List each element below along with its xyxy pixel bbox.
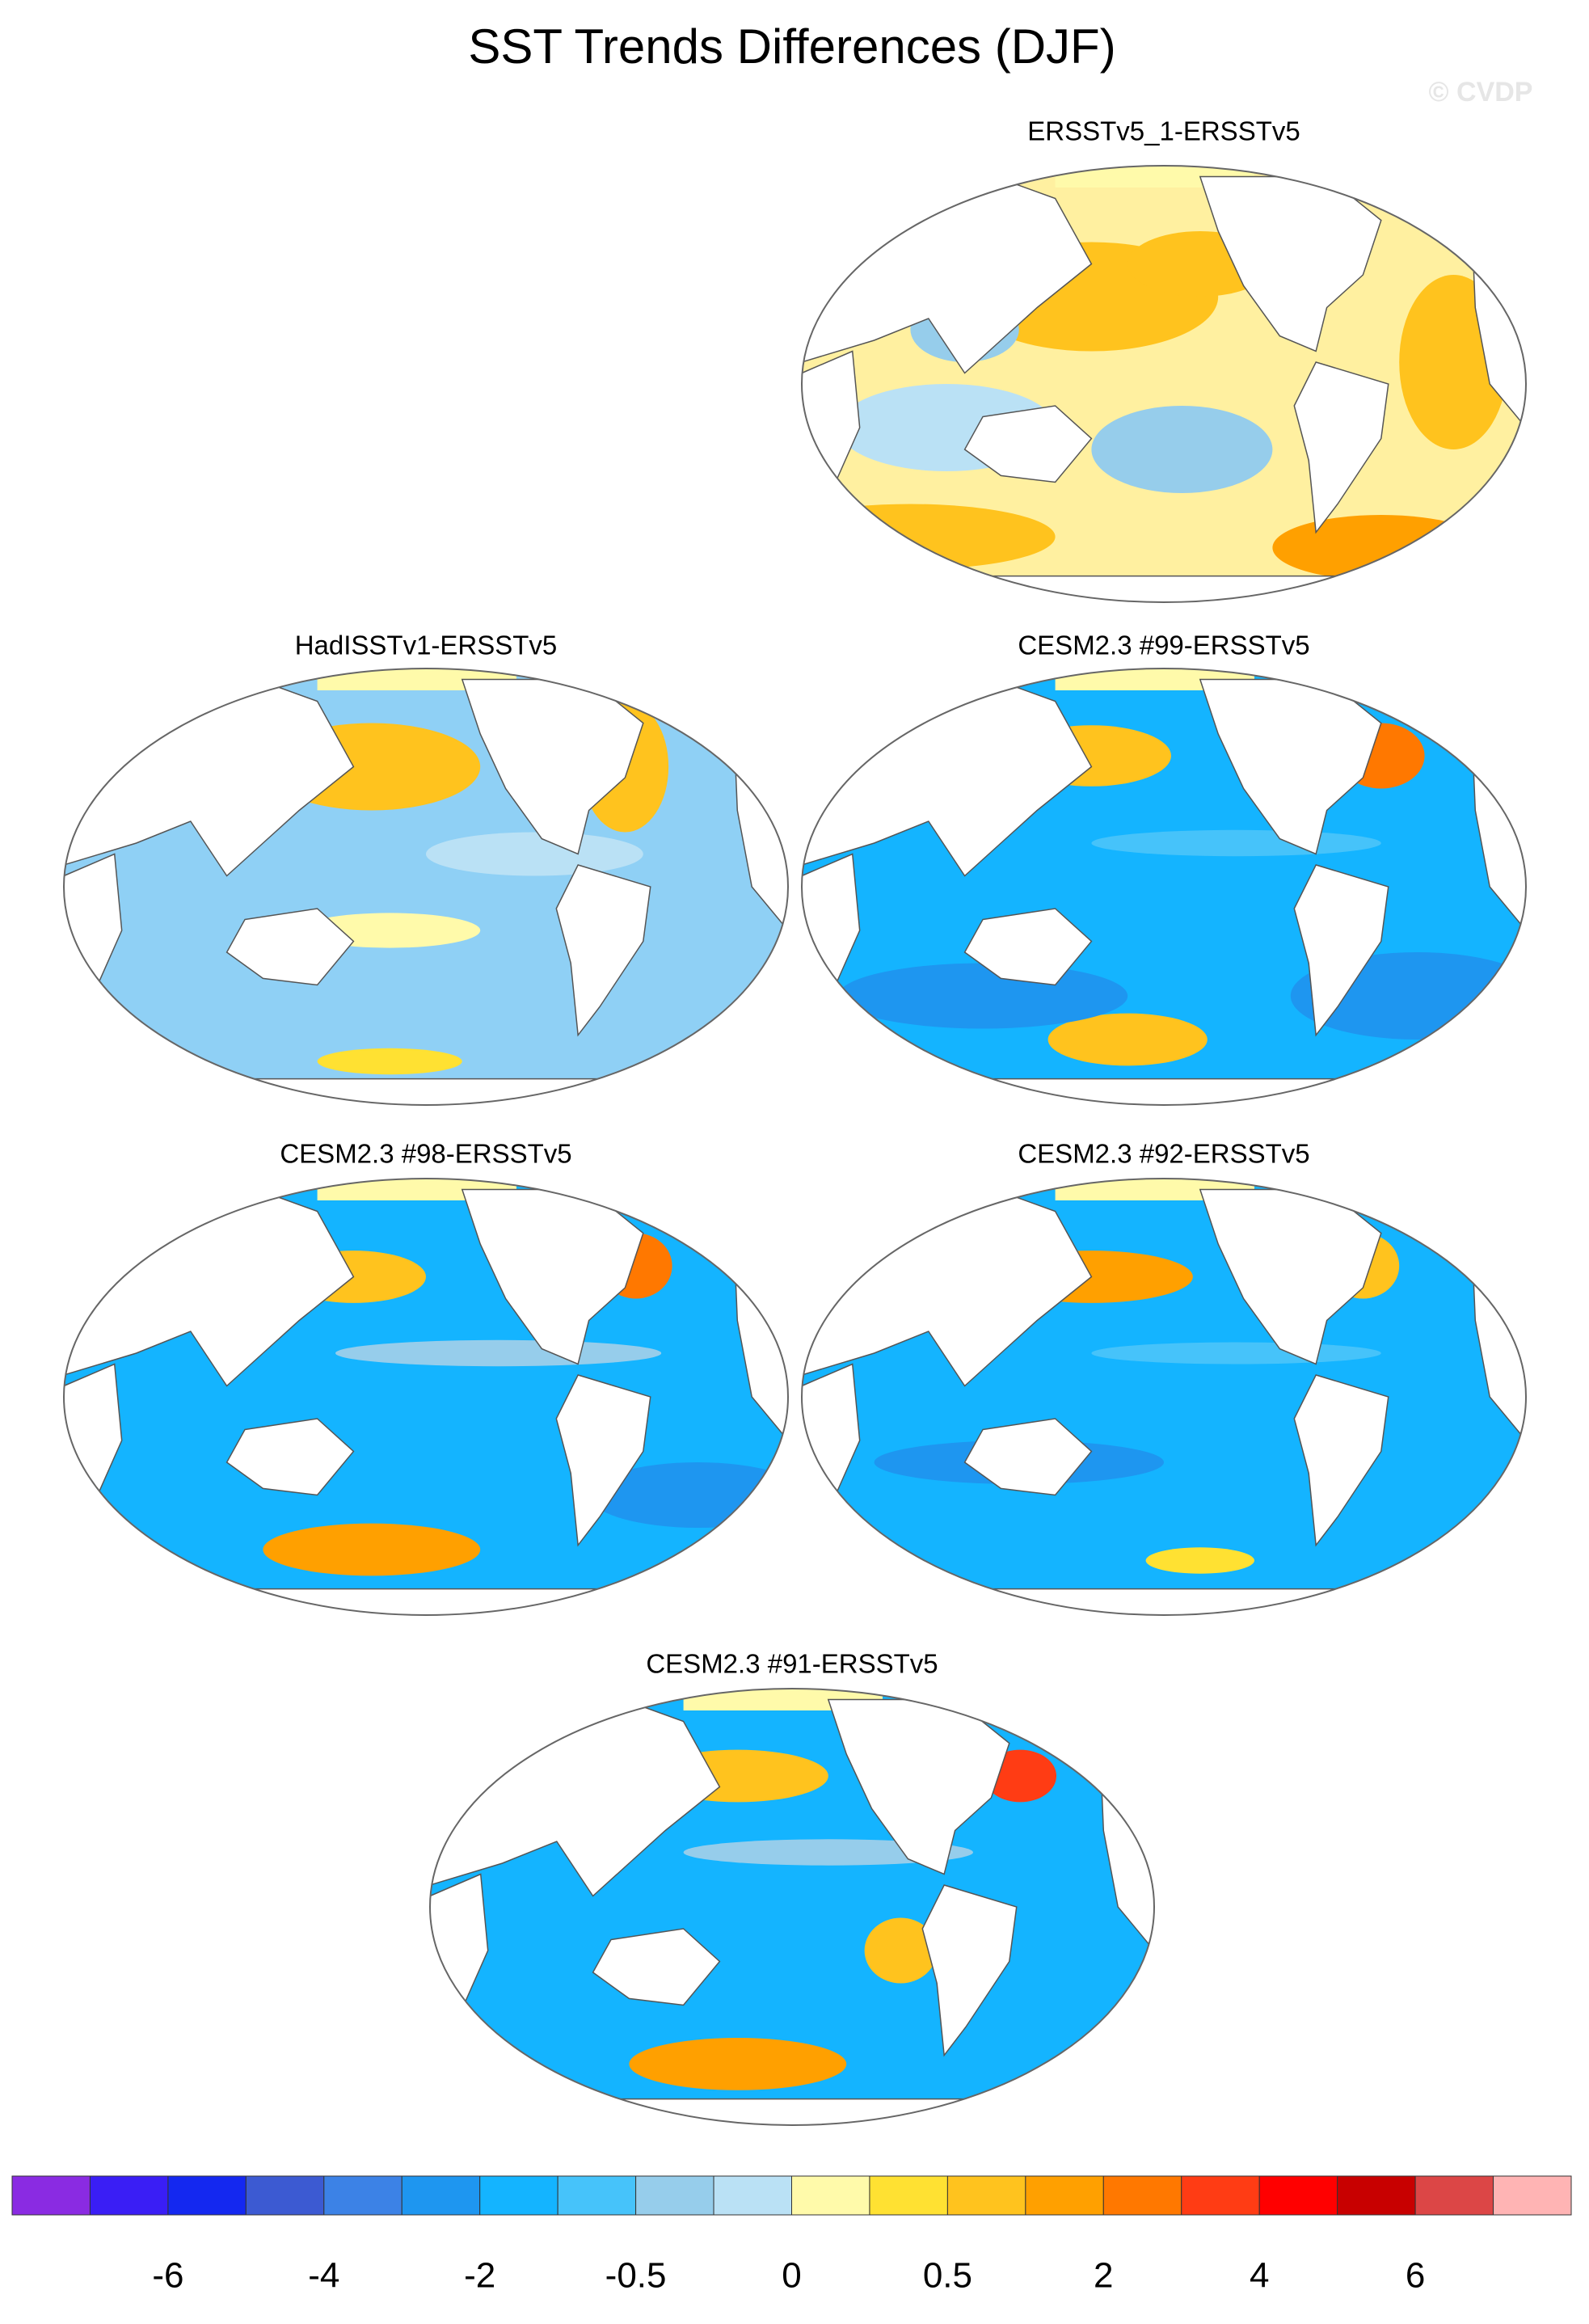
map-body <box>802 1179 1526 1615</box>
anomaly-field <box>317 1048 462 1075</box>
land <box>225 908 355 986</box>
land <box>555 1374 651 1547</box>
map-border <box>801 668 1527 1106</box>
colorbar-box <box>1337 2175 1416 2216</box>
colorbar-box <box>869 2175 948 2216</box>
colorbar-box <box>1258 2175 1338 2216</box>
map-panel: ERSSTv5_1-ERSSTv5 <box>801 116 1527 603</box>
colorbar-label: -4 <box>308 2256 339 2296</box>
colorbar-label: 2 <box>1094 2256 1113 2296</box>
colorbar-box <box>713 2175 792 2216</box>
land <box>430 2098 1154 2125</box>
land <box>1293 864 1389 1037</box>
panel-title: ERSSTv5_1-ERSSTv5 <box>1027 116 1300 146</box>
map-panel: CESM2.3 #99-ERSSTv5 <box>801 631 1527 1106</box>
colorbar-box <box>557 2175 637 2216</box>
land <box>802 575 1526 602</box>
panel-title: CESM2.3 #99-ERSSTv5 <box>1018 631 1309 660</box>
colorbar-box <box>11 2175 91 2216</box>
anomaly-field <box>1091 406 1273 493</box>
map-border <box>801 1178 1527 1616</box>
colorbar-box <box>1102 2175 1182 2216</box>
map-body <box>430 1689 1154 2125</box>
land <box>921 1884 1018 2057</box>
colorbar-box <box>479 2175 558 2216</box>
anomaly-field <box>263 1523 481 1576</box>
panel-title: CESM2.3 #91-ERSSTv5 <box>646 1649 938 1679</box>
colorbar-box <box>946 2175 1026 2216</box>
colorbar-box <box>1181 2175 1260 2216</box>
land <box>802 1588 1526 1615</box>
map-border <box>801 165 1527 603</box>
map-body <box>64 669 788 1105</box>
colorbar-box <box>1414 2175 1494 2216</box>
map-body <box>802 669 1526 1105</box>
colorbar-box <box>635 2175 714 2216</box>
anomaly-field <box>1145 1547 1255 1574</box>
anomaly-field <box>426 832 643 876</box>
land <box>555 864 651 1037</box>
anomaly-field <box>335 1339 662 1367</box>
panel-title: CESM2.3 #98-ERSSTv5 <box>280 1139 571 1169</box>
colorbar-box <box>323 2175 403 2216</box>
map-panel: CESM2.3 #92-ERSSTv5 <box>801 1139 1527 1616</box>
land <box>963 908 1093 986</box>
land <box>225 1418 355 1496</box>
land <box>963 1418 1093 1496</box>
anomaly-field <box>837 963 1128 1029</box>
map-border <box>429 1688 1155 2126</box>
anomaly-field <box>864 1917 938 1984</box>
colorbar-box <box>401 2175 481 2216</box>
land <box>592 1928 721 2006</box>
colorbar-box <box>791 2175 870 2216</box>
colorbar-box <box>1025 2175 1104 2216</box>
anomaly-field <box>629 2038 847 2090</box>
panel-title: HadISSTv1-ERSSTv5 <box>295 631 558 660</box>
map-border <box>63 668 789 1106</box>
anomaly-field <box>1091 1342 1381 1364</box>
colorbar-label: 0.5 <box>923 2256 972 2296</box>
land <box>1293 1374 1389 1547</box>
panel-title: CESM2.3 #92-ERSSTv5 <box>1018 1139 1309 1169</box>
colorbar-box <box>245 2175 325 2216</box>
anomaly-field <box>1047 1013 1208 1066</box>
colorbar-label: 0 <box>782 2256 801 2296</box>
figure-title: SST Trends Differences (DJF) <box>468 19 1115 74</box>
land <box>963 405 1093 483</box>
map-panel: CESM2.3 #91-ERSSTv5 <box>429 1649 1155 2126</box>
anomaly-field <box>1272 515 1490 580</box>
land <box>64 1078 788 1105</box>
land <box>1293 361 1389 534</box>
colorbar-label: -0.5 <box>605 2256 667 2296</box>
colorbar-label: 4 <box>1250 2256 1269 2296</box>
anomaly-field <box>802 504 1056 570</box>
watermark: © CVDP <box>1429 77 1533 108</box>
map-panel: CESM2.3 #98-ERSSTv5 <box>63 1139 789 1616</box>
anomaly-field <box>1091 829 1381 857</box>
colorbar-label: -2 <box>464 2256 495 2296</box>
colorbar-label: -6 <box>152 2256 183 2296</box>
land <box>64 1588 788 1615</box>
map-body <box>64 1179 788 1615</box>
colorbar-box <box>89 2175 169 2216</box>
colorbar-box <box>167 2175 247 2216</box>
land <box>802 1078 1526 1105</box>
map-body <box>802 166 1526 602</box>
colorbar-label: 6 <box>1406 2256 1425 2296</box>
map-panel: HadISSTv1-ERSSTv5 <box>63 631 789 1106</box>
map-border <box>63 1178 789 1616</box>
colorbar-box <box>1493 2175 1572 2216</box>
